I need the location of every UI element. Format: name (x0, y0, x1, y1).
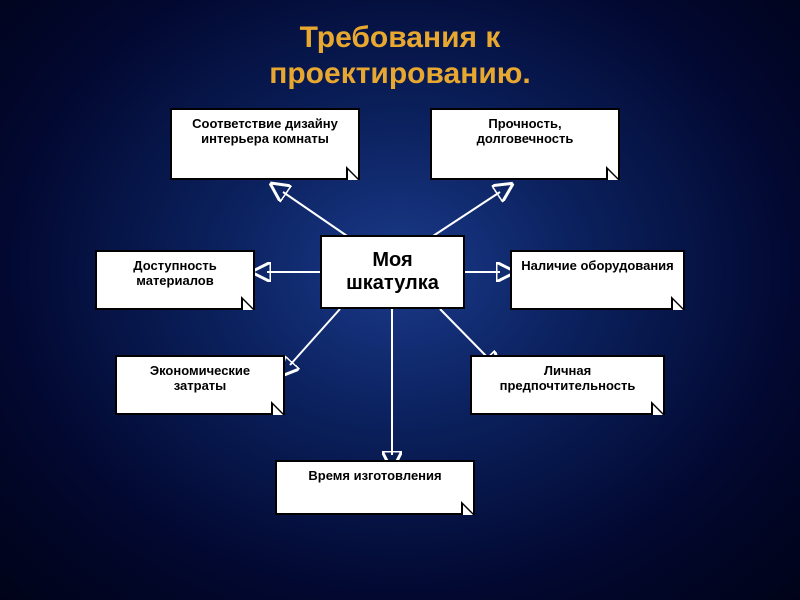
page-fold-icon (271, 401, 285, 415)
node-label: Личная предпочтительность (480, 363, 655, 393)
arrow-line (430, 192, 500, 238)
arrow-line (290, 309, 340, 365)
node-top-left: Соответствие дизайну интерьера комнаты (170, 108, 360, 180)
node-left: Доступность материалов (95, 250, 255, 310)
node-top-right: Прочность, долговечность (430, 108, 620, 180)
node-label: Доступность материалов (105, 258, 245, 288)
page-fold-icon (671, 296, 685, 310)
page-fold-icon (461, 501, 475, 515)
node-right: Наличие оборудования (510, 250, 685, 310)
arrow-line (283, 192, 350, 238)
node-label: Соответствие дизайну интерьера комнаты (180, 116, 350, 146)
node-bottom-right: Личная предпочтительность (470, 355, 665, 415)
node-label: Экономические затраты (125, 363, 275, 393)
node-bottom-left: Экономические затраты (115, 355, 285, 415)
page-fold-icon (651, 401, 665, 415)
node-label: Время изготовления (308, 468, 441, 483)
arrow-line (440, 309, 490, 360)
diagram-container: Моя шкатулка Соответствие дизайну интерь… (0, 0, 800, 600)
node-bottom: Время изготовления (275, 460, 475, 515)
node-label: Прочность, долговечность (440, 116, 610, 146)
page-fold-icon (606, 166, 620, 180)
page-fold-icon (241, 296, 255, 310)
page-fold-icon (346, 166, 360, 180)
node-label: Наличие оборудования (521, 258, 674, 273)
center-node: Моя шкатулка (320, 235, 465, 309)
center-label: Моя шкатулка (330, 249, 455, 295)
